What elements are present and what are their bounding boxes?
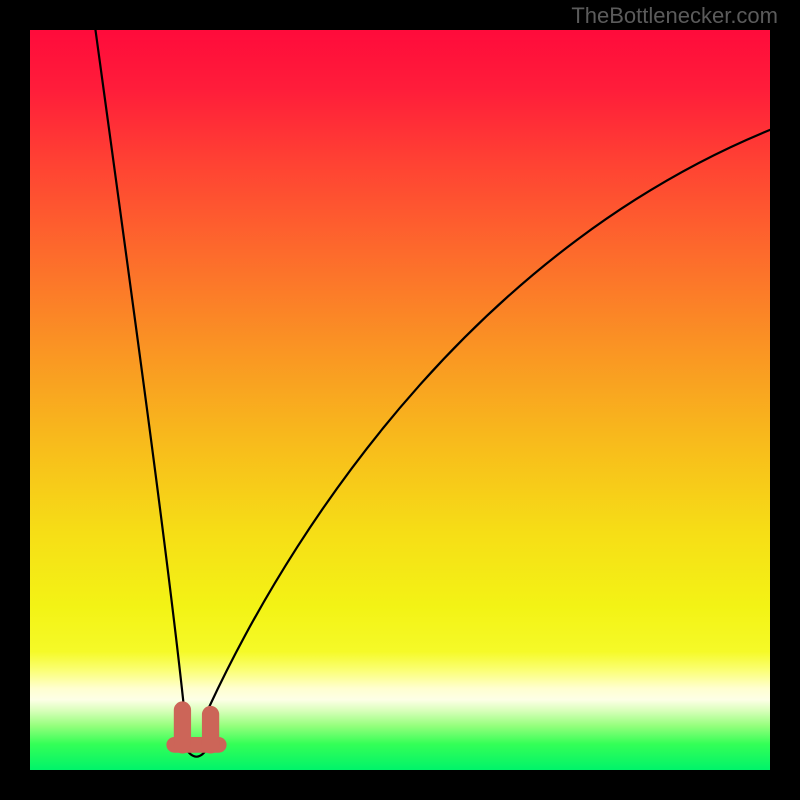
watermark-text: TheBottlenecker.com xyxy=(571,3,778,29)
notch-marker-left xyxy=(174,702,190,753)
bottleneck-chart xyxy=(0,0,800,800)
plot-area xyxy=(30,30,770,770)
chart-container: TheBottlenecker.com xyxy=(0,0,800,800)
notch-marker-right xyxy=(202,706,218,753)
